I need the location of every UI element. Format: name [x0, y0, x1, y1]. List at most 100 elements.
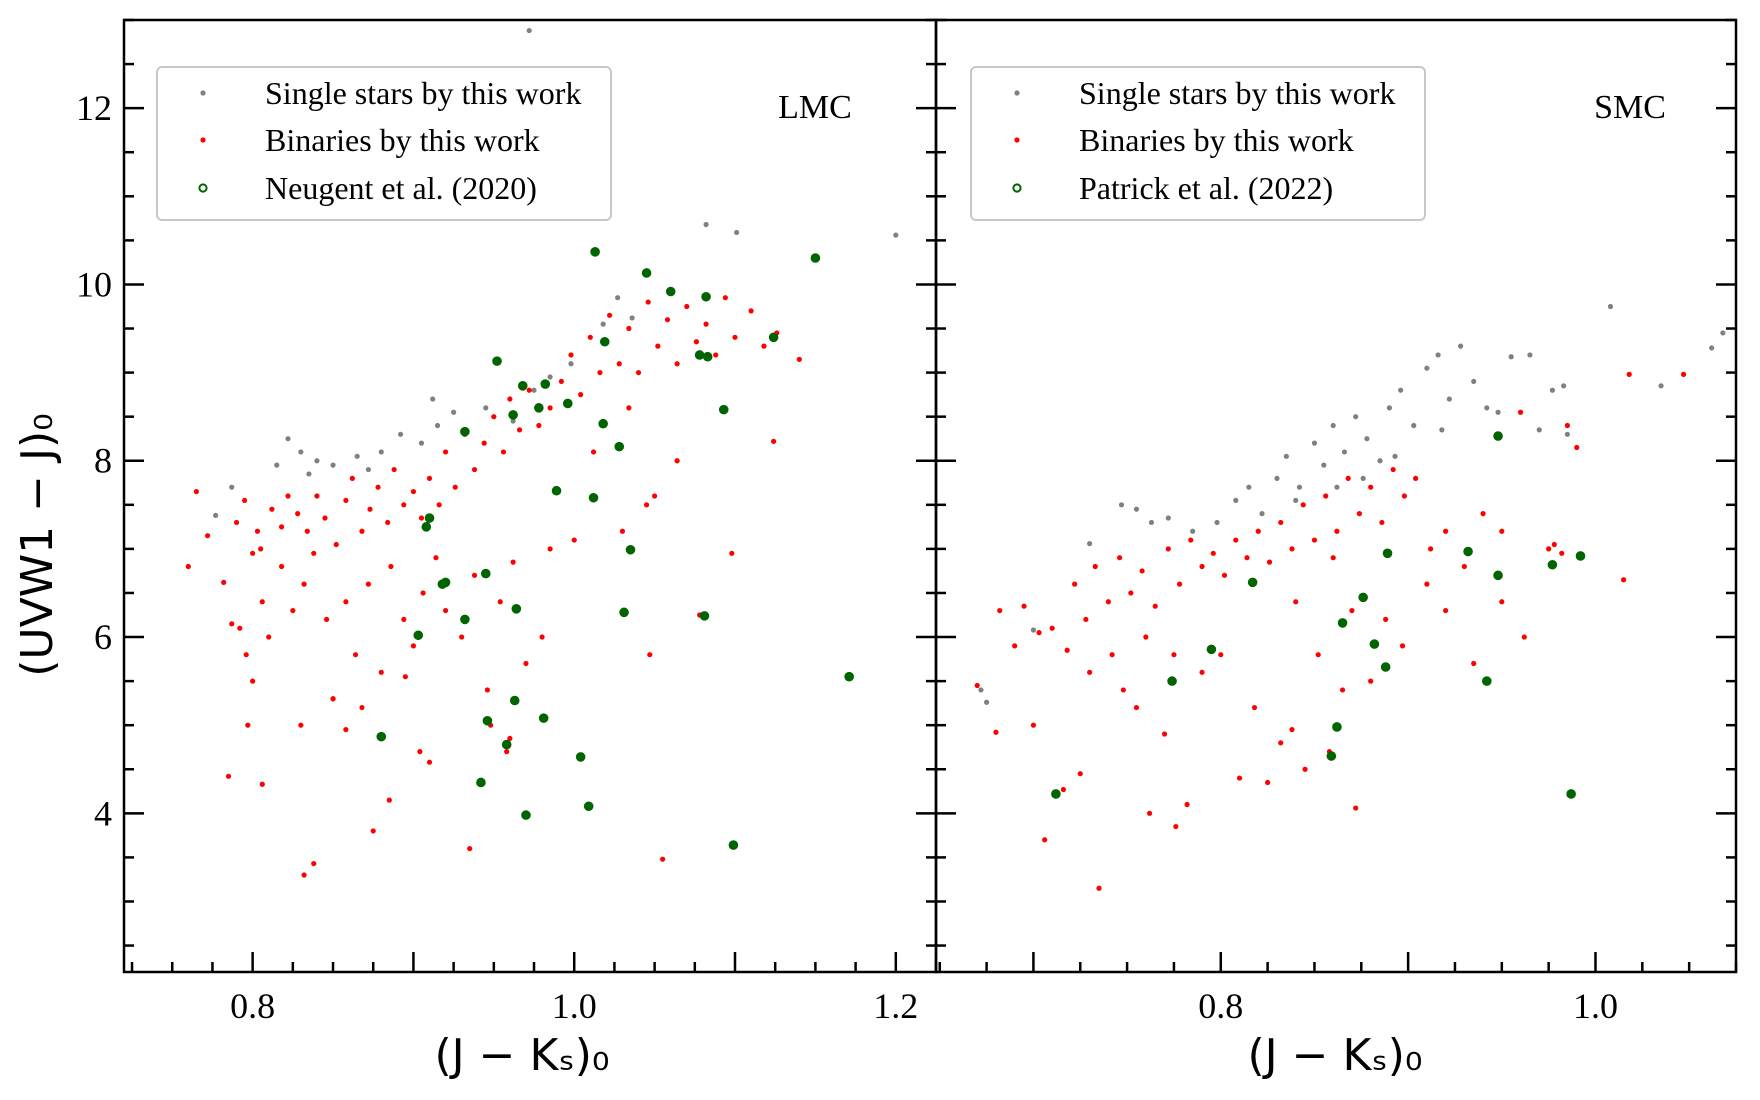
smc-point-literature — [1547, 559, 1558, 570]
lmc-point-single — [547, 374, 553, 380]
smc-point-binary — [1255, 528, 1261, 534]
lmc-legend-marker-literature — [198, 183, 208, 193]
smc-point-single — [1709, 345, 1715, 351]
smc-point-single — [1607, 303, 1614, 310]
lmc-point-single — [213, 512, 219, 518]
lmc-point-binary — [311, 860, 317, 867]
lmc-point-binary — [481, 440, 487, 446]
smc-point-binary — [1233, 537, 1239, 543]
smc-point-single — [1334, 484, 1340, 490]
smc-point-binary — [1564, 422, 1570, 429]
lmc-point-literature — [460, 426, 470, 437]
lmc-point-binary — [510, 559, 516, 565]
lmc-point-binary — [703, 321, 709, 327]
lmc-point-binary — [426, 759, 433, 765]
lmc-point-binary — [349, 475, 355, 481]
smc-point-single — [1377, 458, 1383, 464]
y-axis-title: (UVW1 − J)₀ — [12, 413, 63, 677]
smc-point-single — [1133, 506, 1140, 512]
x-axis-title-smc: (J − Kₛ)₀ — [1247, 1030, 1422, 1081]
lmc-point-single — [600, 321, 606, 327]
lmc-legend-label-literature: Neugent et al. (2020) — [265, 170, 537, 206]
smc-point-binary — [1293, 599, 1299, 605]
lmc-point-binary — [635, 369, 642, 376]
smc-point-single — [1246, 484, 1252, 490]
lmc-point-binary — [250, 550, 256, 556]
smc-panel: 0.8 1.0 Single stars by this work Binarie… — [934, 18, 1738, 1026]
lmc-point-binary — [606, 312, 613, 318]
smc-point-binary — [1345, 475, 1351, 481]
lmc-point-binary — [417, 749, 423, 755]
lmc-point-binary — [536, 422, 542, 429]
lmc-point-single — [365, 466, 372, 473]
smc-point-single — [1495, 409, 1501, 415]
lmc-point-binary — [388, 563, 394, 570]
lmc-legend-marker-binary — [200, 137, 206, 143]
smc-point-single — [1283, 453, 1289, 459]
lmc-point-single — [298, 449, 304, 455]
lmc-x-tick-label: 0.8 — [230, 986, 275, 1026]
lmc-point-literature — [460, 614, 470, 625]
lmc-point-single — [397, 431, 404, 437]
smc-point-binary — [1302, 766, 1308, 772]
lmc-series-neugent-et-al-2020 — [376, 247, 854, 850]
lmc-point-binary — [547, 405, 553, 411]
smc-point-binary — [1517, 409, 1524, 415]
smc-point-binary — [1559, 550, 1565, 556]
smc-legend-label-literature: Patrick et al. (2022) — [1079, 170, 1333, 206]
lmc-point-literature — [521, 810, 531, 820]
lmc-point-literature — [538, 713, 549, 723]
lmc-point-binary — [590, 449, 597, 455]
lmc-point-binary — [436, 502, 442, 508]
lmc-point-single — [430, 396, 436, 402]
smc-point-binary — [1368, 484, 1374, 490]
smc-point-binary — [1173, 823, 1179, 830]
lmc-x-tick-label: 1.2 — [873, 986, 918, 1026]
lmc-point-binary — [729, 550, 735, 556]
smc-point-binary — [1251, 704, 1258, 711]
lmc-legend-label-single: Single stars by this work — [265, 75, 581, 111]
smc-point-binary — [1368, 678, 1374, 684]
lmc-point-literature — [583, 801, 594, 812]
lmc-point-single — [378, 449, 384, 455]
smc-point-binary — [1146, 810, 1153, 816]
smc-point-single — [1424, 365, 1430, 371]
smc-point-single — [1536, 427, 1542, 433]
lmc-point-binary — [674, 361, 680, 367]
lmc-point-literature — [480, 568, 491, 579]
lmc-point-binary — [467, 845, 473, 852]
smc-point-binary — [1244, 555, 1250, 561]
smc-point-literature — [1358, 592, 1368, 603]
lmc-point-binary — [645, 299, 651, 305]
smc-point-single — [1233, 497, 1239, 504]
lmc-point-literature — [701, 291, 711, 302]
smc-legend-label-binary: Binaries by this work — [1079, 122, 1354, 158]
lmc-legend-box — [156, 66, 612, 221]
lmc-point-binary — [314, 493, 320, 499]
lmc-point-binary — [693, 339, 700, 345]
lmc-point-literature — [482, 715, 493, 726]
smc-point-binary — [1443, 607, 1449, 614]
lmc-point-binary — [748, 308, 754, 314]
lmc-point-binary — [558, 378, 564, 385]
smc-point-single — [1398, 387, 1404, 393]
lmc-point-literature — [810, 253, 821, 263]
smc-point-single — [1549, 387, 1555, 393]
lmc-point-binary — [367, 506, 373, 512]
smc-legend-marker-single — [1014, 90, 1020, 96]
smc-point-binary — [1379, 519, 1385, 526]
smc-point-single — [1321, 462, 1327, 468]
lmc-point-binary — [626, 325, 632, 332]
smc-point-binary — [1236, 775, 1243, 781]
lmc-legend-marker-single — [200, 90, 206, 96]
lmc-point-binary — [771, 438, 777, 444]
smc-point-binary — [1383, 616, 1389, 623]
smc-point-binary — [1049, 625, 1055, 631]
lmc-point-literature — [421, 522, 432, 532]
lmc-point-binary — [193, 488, 199, 495]
smc-point-binary — [1064, 647, 1070, 653]
smc-legend-label-single: Single stars by this work — [1079, 75, 1395, 111]
lmc-point-binary — [523, 660, 529, 667]
lmc-point-binary — [491, 414, 497, 420]
lmc-point-binary — [205, 533, 211, 539]
